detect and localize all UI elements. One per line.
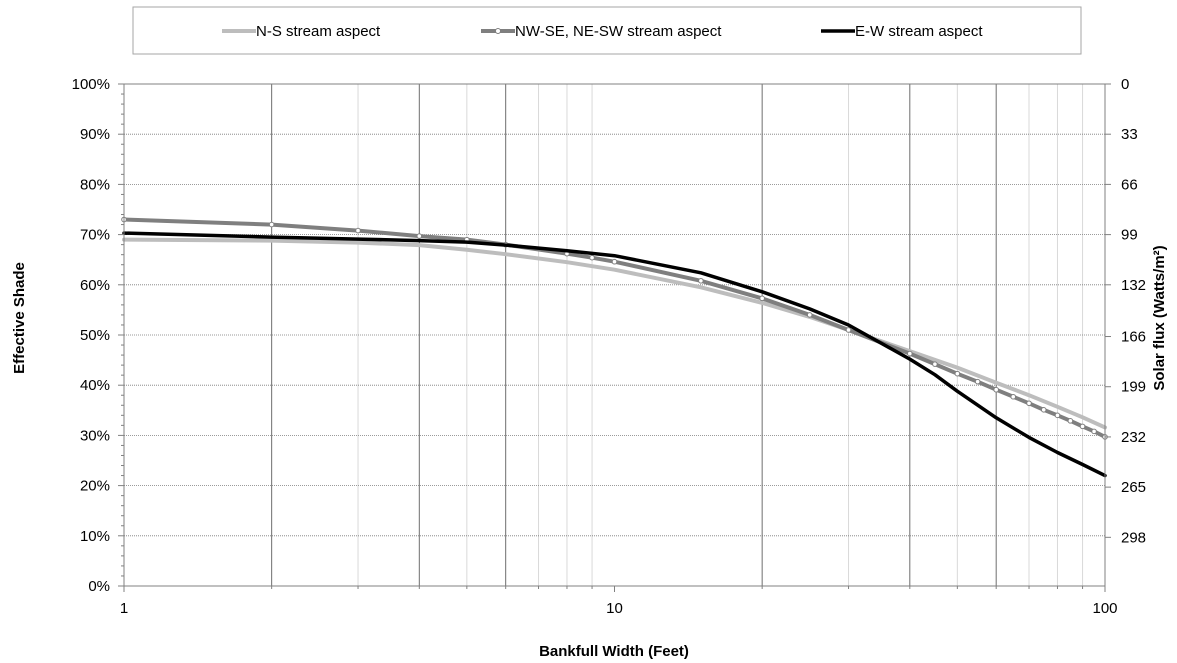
y2-tick-label: 232 bbox=[1121, 429, 1146, 446]
series-point bbox=[1079, 423, 1086, 430]
series-point bbox=[698, 277, 704, 284]
legend-marker bbox=[495, 28, 501, 34]
y2-axis-title: Solar flux (Watts/m²) bbox=[1151, 245, 1168, 390]
series-point bbox=[974, 378, 981, 385]
legend: N-S stream aspect NW-SE, NE-SW stream asp… bbox=[222, 23, 983, 40]
y2-tick-label: 0 bbox=[1121, 76, 1129, 93]
y2-tick-label: 132 bbox=[1121, 277, 1146, 294]
y-tick-label: 90% bbox=[80, 126, 110, 143]
series-point bbox=[1091, 428, 1097, 435]
series-point bbox=[1067, 418, 1074, 424]
series-line-1 bbox=[122, 237, 1107, 430]
x-axis-title: Bankfull Width (Feet) bbox=[539, 643, 689, 660]
y2-tick-label: 298 bbox=[1121, 529, 1146, 546]
y-tick-label: 20% bbox=[80, 478, 110, 495]
series-point bbox=[954, 370, 961, 377]
y-tick-label: 10% bbox=[80, 528, 110, 545]
series-point bbox=[1040, 406, 1047, 413]
legend-label: NW-SE, NE-SW stream aspect bbox=[515, 23, 722, 40]
major-gridlines bbox=[124, 84, 1105, 586]
y-axis-left: 0% 10% 20% 30% 40% 50% 60% 70% 80% 90% 100% bbox=[72, 76, 124, 595]
series-point bbox=[1054, 412, 1061, 419]
y-tick-label: 30% bbox=[80, 427, 110, 444]
series-point bbox=[993, 386, 999, 393]
x-axis: 1 10 100 bbox=[120, 586, 1118, 617]
series-line-3 bbox=[122, 231, 1107, 478]
y2-tick-label: 199 bbox=[1121, 379, 1146, 396]
y2-tick-label: 265 bbox=[1121, 479, 1146, 496]
series-point bbox=[1010, 393, 1017, 400]
series-point bbox=[416, 233, 423, 239]
y-tick-label: 80% bbox=[80, 176, 110, 193]
series-point bbox=[759, 295, 765, 302]
legend-box bbox=[132, 6, 1082, 55]
x-tick-label: 100 bbox=[1092, 600, 1117, 617]
x-tick-label: 10 bbox=[606, 600, 623, 617]
y-tick-label: 100% bbox=[72, 76, 110, 93]
y-tick-label: 50% bbox=[80, 327, 110, 344]
y2-tick-label: 99 bbox=[1121, 227, 1138, 244]
y2-tick-label: 33 bbox=[1121, 126, 1138, 143]
series-layer bbox=[121, 216, 1108, 478]
y2-tick-label: 166 bbox=[1121, 329, 1146, 346]
y-tick-label: 0% bbox=[88, 578, 110, 595]
legend-label: N-S stream aspect bbox=[256, 23, 381, 40]
series-point bbox=[589, 254, 595, 261]
legend-label: E-W stream aspect bbox=[855, 23, 983, 40]
series-point bbox=[907, 350, 913, 357]
series-point bbox=[355, 227, 361, 234]
y-tick-label: 60% bbox=[80, 277, 110, 294]
y2-tick-label: 66 bbox=[1121, 176, 1138, 193]
series-point bbox=[611, 258, 618, 265]
series-point bbox=[268, 221, 275, 228]
series-point bbox=[806, 312, 813, 318]
y-tick-label: 70% bbox=[80, 227, 110, 244]
x-tick-label: 1 bbox=[120, 600, 128, 617]
series-point bbox=[845, 327, 852, 333]
y-tick-label: 40% bbox=[80, 377, 110, 394]
y-axis-title: Effective Shade bbox=[11, 262, 28, 374]
y-axis-right: 298 265 232 199 166 132 99 66 33 0 bbox=[1105, 76, 1146, 546]
series-point bbox=[1026, 400, 1032, 407]
series-point bbox=[932, 361, 938, 367]
